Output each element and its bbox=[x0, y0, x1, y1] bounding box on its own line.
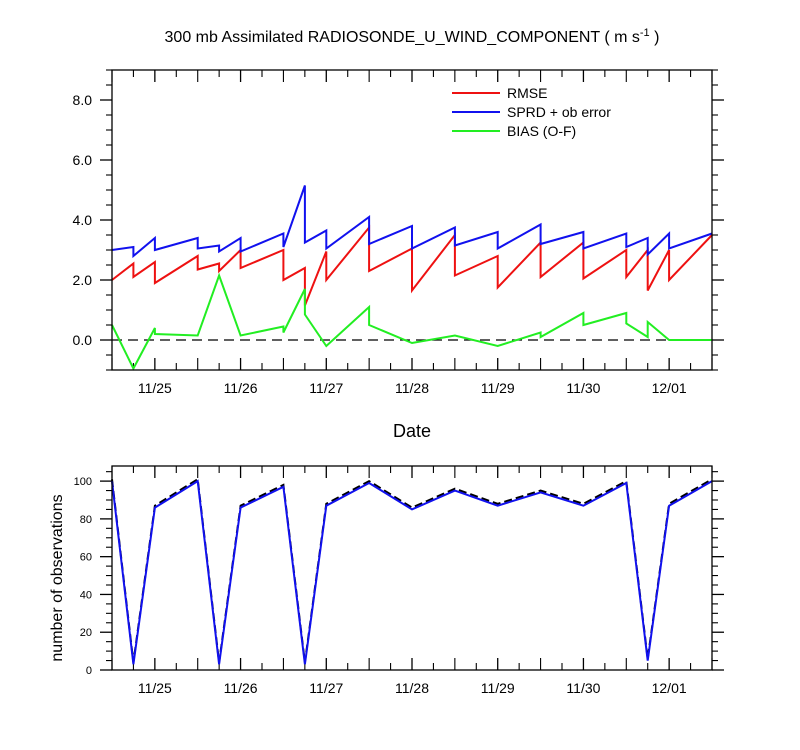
top-x-tick-label: 11/29 bbox=[481, 380, 515, 396]
bottom-y-tick-label: 40 bbox=[80, 589, 92, 601]
bottom-series-possible bbox=[111, 477, 713, 663]
top-y-tick-label: 8.0 bbox=[73, 92, 93, 108]
bottom-series-used bbox=[111, 479, 713, 665]
bottom-y-tick-label: 60 bbox=[80, 552, 92, 564]
bottom-x-tick-label: 11/27 bbox=[309, 680, 343, 696]
chart-title-superscript: -1 bbox=[640, 27, 650, 39]
top-series-sprd-ob-error bbox=[111, 185, 713, 259]
bottom-y-tick-label: 0 bbox=[86, 665, 92, 677]
chart-title: 300 mb Assimilated RADIOSONDE_U_WIND_COM… bbox=[165, 27, 660, 46]
legend: RMSE SPRD + ob error BIAS (O-F) bbox=[452, 85, 611, 139]
y-axis-label-observations: number of observations bbox=[49, 494, 66, 661]
bottom-panel: 11/25 11/26 11/27 11/28 11/29 11/30 12/01 0 20 40… bbox=[49, 465, 724, 696]
bottom-x-tick-label: 11/28 bbox=[395, 680, 429, 696]
top-x-tick-label: 11/26 bbox=[224, 380, 258, 396]
top-y-tick-label: 6.0 bbox=[73, 152, 93, 168]
legend-entry-bias: BIAS (O-F) bbox=[452, 123, 576, 139]
top-x-tick-label: 11/30 bbox=[566, 380, 600, 396]
chart-title-main: 300 mb Assimilated RADIOSONDE_U_WIND_COM… bbox=[165, 29, 640, 46]
chart-title-suffix: ) bbox=[650, 29, 660, 46]
x-axis-label: Date bbox=[393, 421, 431, 441]
top-series-bias-o-f bbox=[111, 272, 712, 371]
bottom-x-tick-label: 11/29 bbox=[481, 680, 515, 696]
bottom-y-tick-label: 20 bbox=[80, 627, 92, 639]
top-y-tick-label: 4.0 bbox=[73, 212, 93, 228]
bottom-x-tick-label: 11/30 bbox=[566, 680, 600, 696]
top-x-tick-label: 11/27 bbox=[309, 380, 343, 396]
legend-label-rmse: RMSE bbox=[507, 85, 547, 101]
top-plot-frame bbox=[111, 69, 713, 371]
top-panel: 300 mb Assimilated RADIOSONDE_U_WIND_COM… bbox=[73, 27, 724, 441]
top-y-tick-label: 2.0 bbox=[73, 272, 93, 288]
bottom-x-tick-label: 12/01 bbox=[652, 680, 687, 696]
top-x-tick-label: 12/01 bbox=[652, 380, 687, 396]
legend-entry-rmse: RMSE bbox=[452, 85, 547, 101]
legend-label-bias: BIAS (O-F) bbox=[507, 123, 576, 139]
legend-entry-sprd: SPRD + ob error bbox=[452, 104, 611, 120]
bottom-y-tick-label: 80 bbox=[80, 514, 92, 526]
bottom-x-tick-label: 11/26 bbox=[224, 680, 258, 696]
bottom-y-tick-label: 100 bbox=[74, 476, 92, 488]
top-series-rmse bbox=[111, 224, 713, 306]
bottom-x-tick-label: 11/25 bbox=[138, 680, 172, 696]
bottom-plot-frame bbox=[111, 465, 713, 671]
legend-label-sprd: SPRD + ob error bbox=[507, 104, 611, 120]
top-y-tick-label: 0.0 bbox=[73, 332, 93, 348]
top-x-tick-label: 11/28 bbox=[395, 380, 429, 396]
top-x-tick-label: 11/25 bbox=[138, 380, 172, 396]
